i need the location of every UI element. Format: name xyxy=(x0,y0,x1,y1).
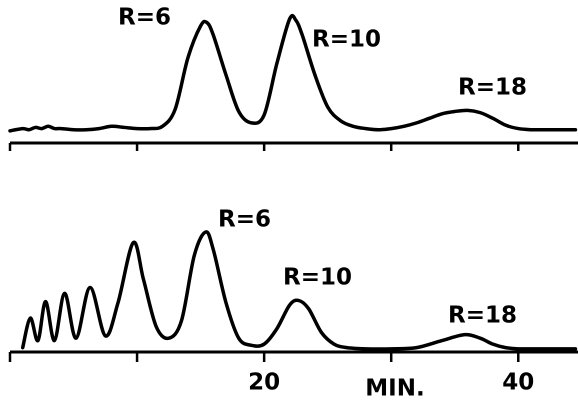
trace xyxy=(8,13,578,133)
x-tick-label: 20 xyxy=(248,370,280,396)
peak-label: R=10 xyxy=(283,265,352,291)
x-tick-label: 40 xyxy=(502,370,534,396)
peak-label: R=6 xyxy=(218,207,271,233)
x-axis-label: MIN. xyxy=(365,376,424,402)
peak-label: R=10 xyxy=(312,27,381,53)
peak-label: R=18 xyxy=(458,75,527,101)
peak-label: R=6 xyxy=(118,5,171,31)
peak-label: R=18 xyxy=(448,303,517,329)
trace xyxy=(20,230,578,351)
